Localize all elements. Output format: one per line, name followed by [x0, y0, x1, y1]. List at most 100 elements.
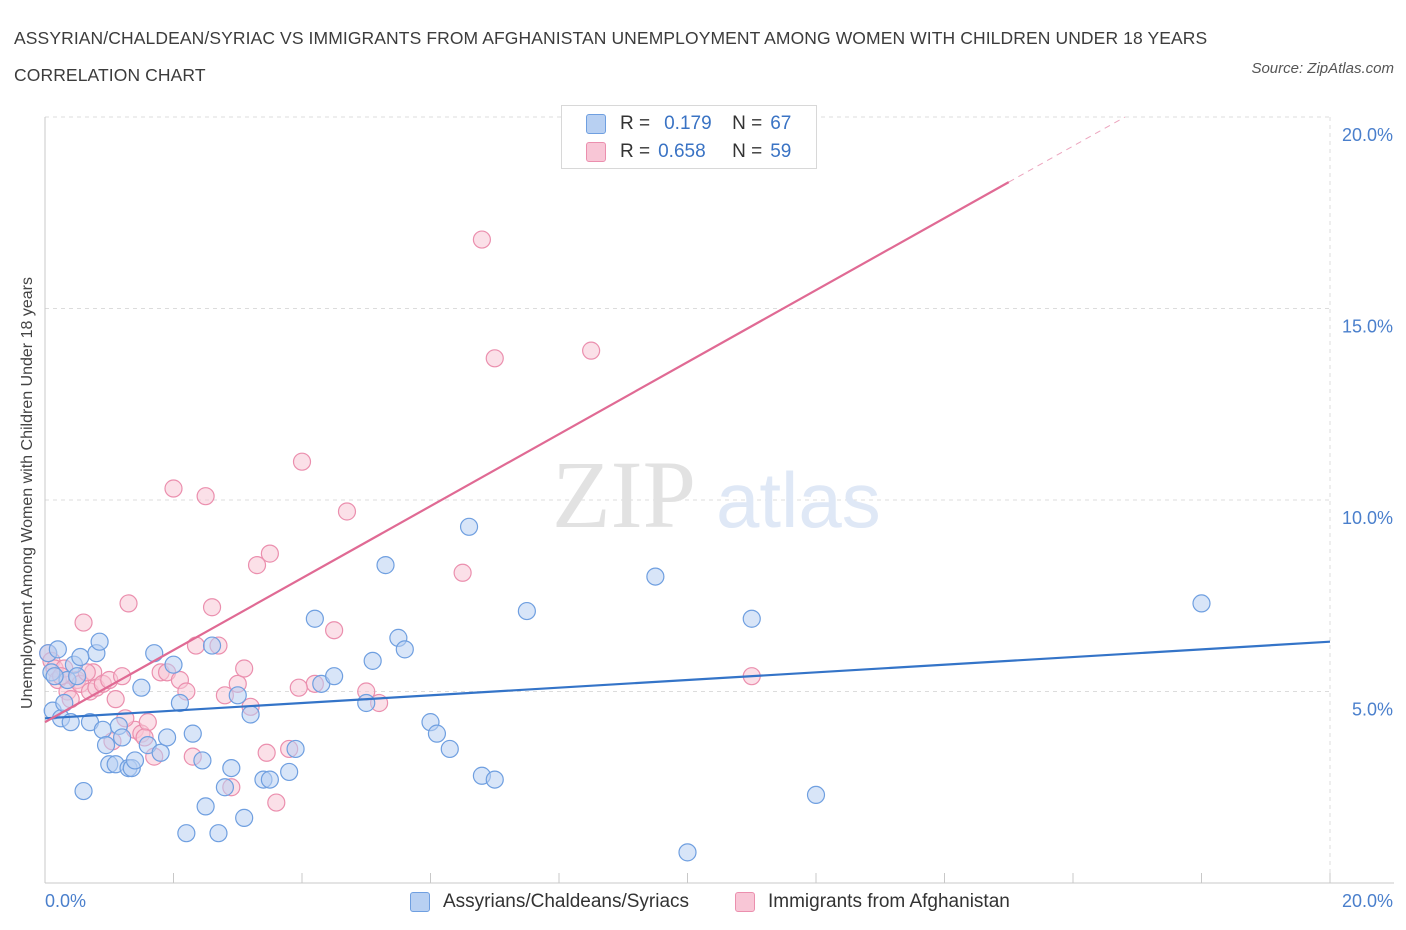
point-assyrian: [96, 736, 116, 755]
point-assyrian: [196, 797, 215, 816]
point-assyrian: [485, 770, 504, 789]
y-tick-label: 10.0%: [1342, 508, 1393, 528]
point-afghanistan: [202, 598, 222, 617]
point-assyrian: [90, 632, 109, 651]
point-assyrian: [183, 724, 202, 743]
point-afghanistan: [119, 594, 138, 613]
point-afghanistan: [289, 678, 308, 697]
point-assyrian: [678, 843, 697, 862]
point-assyrian: [235, 808, 254, 827]
series-label-afghanistan: Immigrants from Afghanistan: [768, 891, 1010, 912]
point-assyrian: [1192, 594, 1211, 613]
legend-n-value-afghanistan: 59: [770, 141, 792, 162]
point-assyrian: [228, 686, 247, 705]
point-assyrian: [806, 785, 826, 805]
x-tick-label-start: 0.0%: [45, 891, 86, 911]
point-assyrian: [145, 644, 164, 663]
axes: [44, 117, 1394, 884]
point-assyrian: [157, 728, 177, 747]
series-swatch-pink: [735, 892, 755, 912]
point-assyrian: [74, 781, 93, 801]
x-tick-labels: 0.0% 20.0%: [45, 891, 1393, 911]
point-afghanistan: [292, 452, 312, 471]
point-assyrian: [222, 758, 241, 778]
point-assyrian: [112, 728, 132, 747]
point-afghanistan: [196, 487, 215, 506]
point-assyrian: [193, 751, 212, 770]
source-credit: Source: ZipAtlas.com: [1251, 60, 1394, 77]
point-afghanistan: [106, 690, 125, 709]
series-label-assyrian: Assyrians/Chaldeans/Syriacs: [443, 891, 690, 912]
trend-lines: [44, 116, 1331, 724]
point-assyrian: [325, 667, 344, 686]
point-afghanistan: [453, 563, 472, 582]
legend-r-label: R =: [620, 141, 651, 162]
point-afghanistan: [325, 621, 344, 640]
point-assyrian: [260, 770, 279, 789]
point-assyrian: [305, 609, 324, 628]
point-assyrian: [459, 517, 479, 536]
point-assyrian: [93, 720, 112, 739]
correlation-legend: R = 0.179 N = 67 R = 0.658 N = 59: [561, 105, 817, 169]
point-assyrian: [215, 778, 234, 797]
point-afghanistan: [337, 502, 357, 521]
point-afghanistan: [257, 743, 276, 762]
point-assyrian: [357, 693, 376, 713]
y-tick-label: 20.0%: [1342, 125, 1393, 145]
point-afghanistan: [267, 793, 286, 812]
point-assyrian: [376, 556, 395, 575]
point-assyrian: [151, 743, 170, 762]
chart-title: ASSYRIAN/CHALDEAN/SYRIAC VS IMMIGRANTS F…: [14, 28, 1208, 85]
legend-row-assyrian: R = 0.179 N = 67: [586, 112, 791, 136]
legend-swatch-blue: [586, 114, 606, 134]
legend-swatch-pink: [586, 142, 606, 162]
point-assyrian: [395, 640, 414, 659]
point-assyrian: [742, 609, 761, 628]
point-assyrian: [517, 601, 536, 621]
trend-extension-afghanistan: [1008, 116, 1126, 183]
point-afghanistan: [485, 349, 504, 368]
legend-row-afghanistan: R = 0.658 N = 59: [586, 140, 791, 164]
watermark: ZIP atlas: [552, 441, 881, 548]
series-swatch-blue: [410, 892, 430, 912]
point-assyrian: [241, 705, 260, 724]
point-assyrian: [202, 636, 222, 655]
watermark-atlas: atlas: [716, 456, 881, 544]
point-assyrian: [363, 651, 382, 670]
point-afghanistan: [164, 479, 183, 498]
point-assyrian: [68, 667, 87, 686]
point-assyrian: [286, 739, 305, 759]
point-assyrian: [71, 647, 90, 667]
point-afghanistan: [186, 636, 206, 655]
point-assyrian: [170, 693, 190, 713]
point-afghanistan: [582, 341, 601, 360]
point-afghanistan: [235, 659, 254, 678]
point-assyrian: [164, 655, 183, 674]
legend-n-label: N =: [732, 141, 763, 162]
point-afghanistan: [74, 613, 93, 632]
point-assyrian: [440, 739, 459, 759]
x-tick-label-end: 20.0%: [1342, 891, 1393, 911]
point-afghanistan: [260, 544, 279, 563]
series-legend-afghanistan: Immigrants from Afghanistan: [735, 889, 1010, 915]
point-afghanistan: [138, 713, 157, 732]
point-assyrian: [125, 751, 145, 770]
point-assyrian: [45, 667, 64, 686]
point-assyrian: [177, 824, 196, 843]
point-assyrian: [209, 824, 228, 843]
legend-r-label: R =: [620, 113, 651, 134]
y-tick-labels: 5.0% 10.0% 15.0% 20.0%: [1342, 125, 1393, 720]
point-assyrian: [132, 678, 151, 697]
trend-line-afghanistan: [44, 181, 1010, 724]
point-assyrian: [646, 567, 665, 586]
point-assyrian: [48, 640, 67, 659]
trend-line-assyrian: [44, 640, 1331, 720]
series-legend-assyrian: Assyrians/Chaldeans/Syriacs: [410, 889, 689, 915]
data-points: [39, 230, 1211, 862]
point-afghanistan: [472, 230, 491, 249]
y-tick-label: 15.0%: [1342, 317, 1393, 337]
watermark-zip: ZIP: [552, 441, 696, 548]
point-assyrian: [280, 762, 299, 782]
y-tick-label: 5.0%: [1352, 700, 1393, 720]
